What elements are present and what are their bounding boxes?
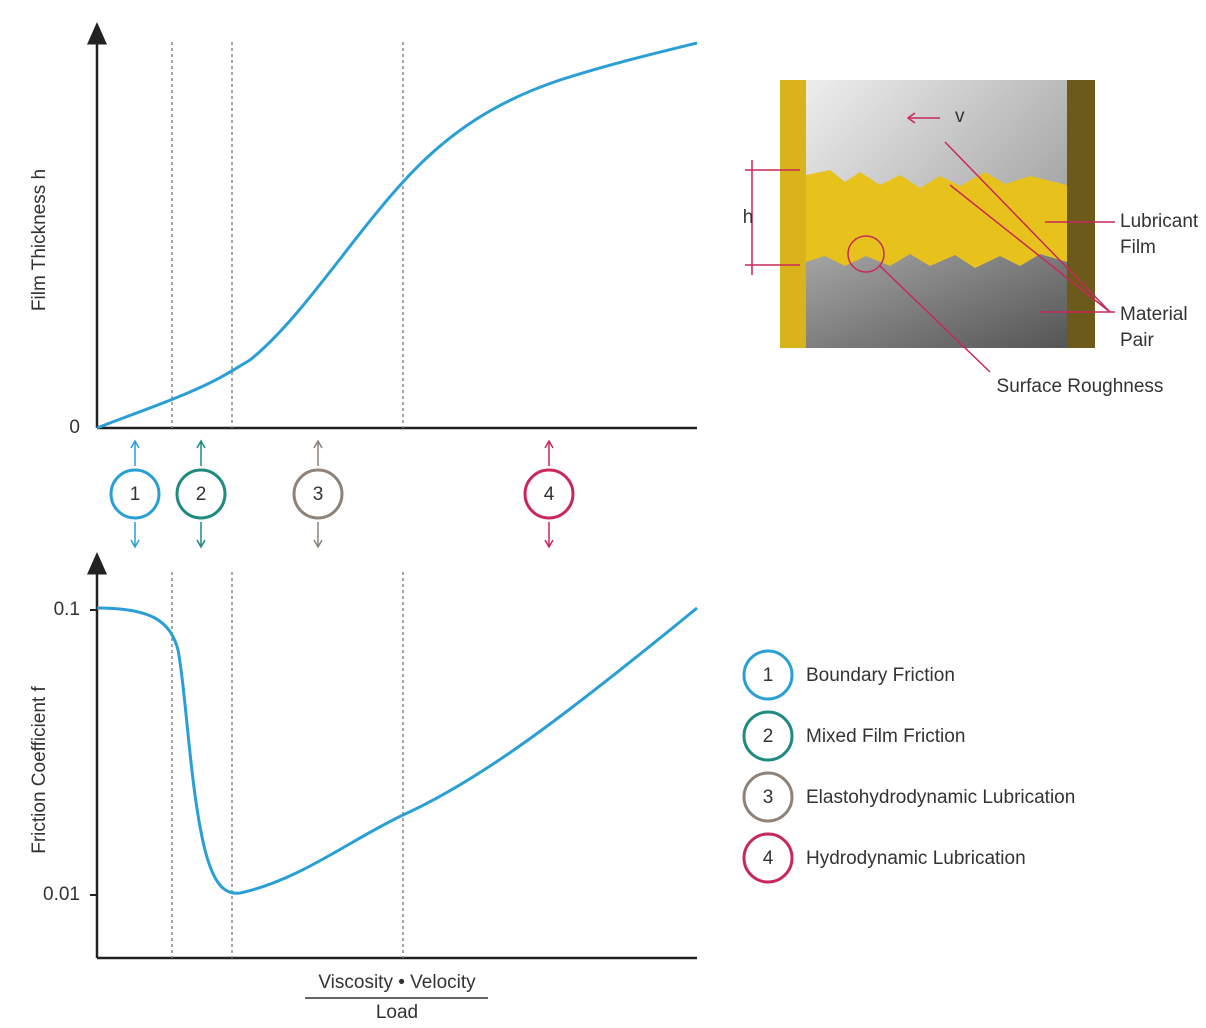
y-tick-label: 0.1 [54, 599, 80, 620]
y-label: Film Thickness h [29, 169, 50, 311]
x-label-denominator: Load [376, 1002, 418, 1023]
legend-number: 4 [763, 848, 774, 869]
material-label: Pair [1120, 330, 1154, 351]
regime-number: 4 [544, 484, 555, 505]
friction-chart: Friction Coefficient f 0.1 0.01 [29, 562, 697, 958]
x-label-numerator: Viscosity • Velocity [318, 972, 476, 993]
velocity-label: v [955, 106, 965, 127]
y-label: Friction Coefficient f [29, 686, 50, 854]
y-tick-label: 0.01 [43, 884, 80, 905]
film-curve [97, 43, 697, 428]
side-bar [780, 80, 806, 348]
lubricant-label: Lubricant [1120, 211, 1199, 232]
regime-number: 1 [130, 484, 141, 505]
legend-label: Boundary Friction [806, 665, 955, 686]
inset: v h Lubricant Film Material Pair Surface… [743, 80, 1199, 397]
diagram: Film Thickness h 0 Friction Coefficient … [0, 0, 1206, 1023]
regime-number: 3 [313, 484, 324, 505]
legend-label: Mixed Film Friction [806, 726, 965, 747]
lubricant-label: Film [1120, 237, 1156, 258]
material-label: Material [1120, 304, 1188, 325]
roughness-label: Surface Roughness [997, 376, 1164, 397]
film-chart: Film Thickness h 0 [29, 32, 697, 438]
legend-number: 1 [763, 665, 774, 686]
thickness-label: h [743, 207, 754, 228]
legend-number: 3 [763, 787, 774, 808]
regime-number: 2 [196, 484, 207, 505]
friction-curve [97, 608, 697, 893]
legend-label: Hydrodynamic Lubrication [806, 848, 1026, 869]
legend-label: Elastohydrodynamic Lubrication [806, 787, 1075, 808]
side-bar [1067, 80, 1095, 348]
legend-number: 2 [763, 726, 774, 747]
y-tick-label: 0 [69, 417, 80, 438]
lubricant-film [806, 170, 1067, 268]
